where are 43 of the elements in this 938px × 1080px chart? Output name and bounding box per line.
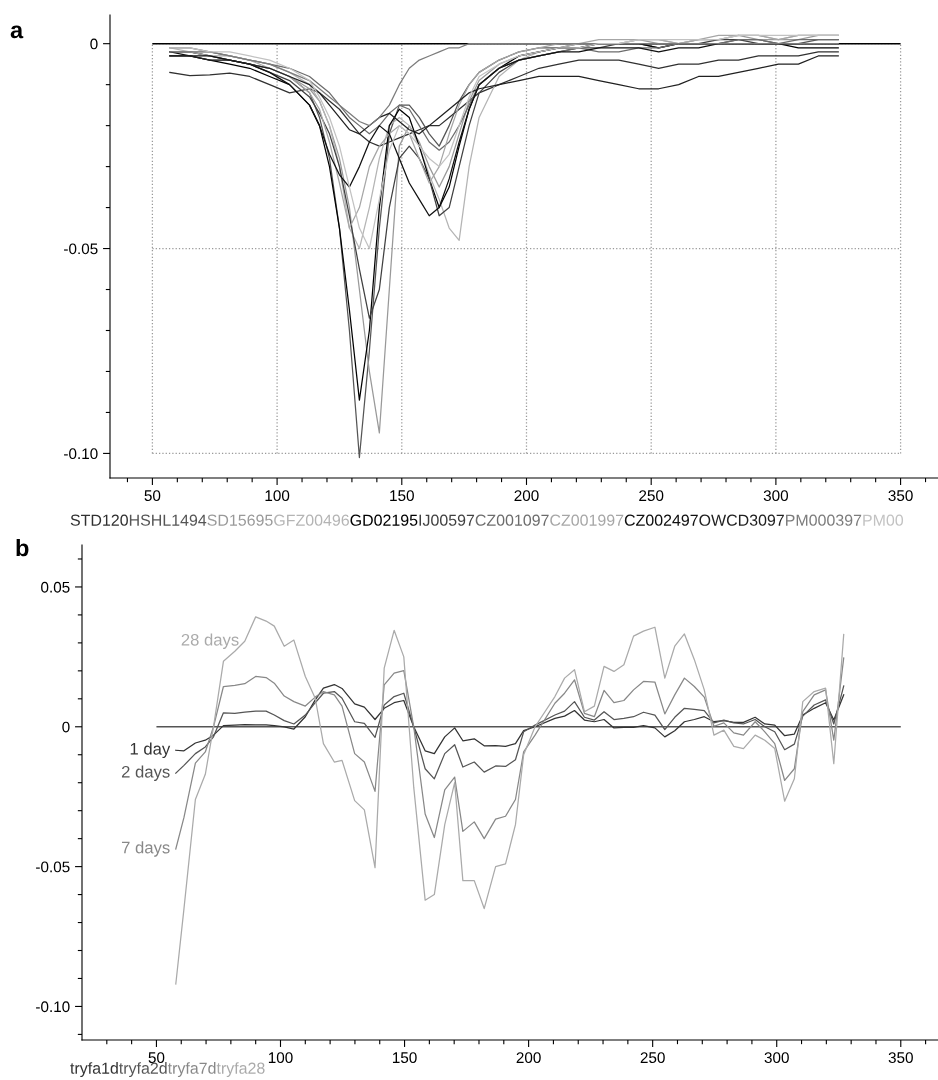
text: SD15695 bbox=[207, 514, 273, 526]
text: GD02195 bbox=[350, 514, 418, 526]
y-tick-label: -0.10 bbox=[36, 1001, 70, 1013]
x-tick-label: 150 bbox=[392, 1052, 417, 1064]
text: tryfa28 bbox=[216, 1062, 265, 1077]
text: tryfa2d bbox=[119, 1062, 167, 1077]
text: OWCD3097 bbox=[699, 514, 784, 526]
y-tick-label: -0.10 bbox=[64, 448, 98, 460]
text: GFZ00496 bbox=[274, 514, 349, 526]
x-tick-label: 150 bbox=[390, 490, 414, 502]
text: CZ001097 bbox=[475, 514, 549, 526]
y-tick-label: 0 bbox=[90, 38, 98, 50]
text: CZ001997 bbox=[550, 514, 624, 526]
x-tick-label: 300 bbox=[763, 490, 789, 502]
x-tick-label: 350 bbox=[888, 490, 913, 502]
x-tick-label: 250 bbox=[640, 1052, 665, 1064]
annotation: 28 days bbox=[181, 633, 239, 649]
text: PM000397 bbox=[786, 514, 862, 526]
text: tryfa7d bbox=[167, 1062, 216, 1077]
y-tick-label: 0 bbox=[62, 721, 70, 733]
text: tryfa1d bbox=[70, 1062, 118, 1077]
text: PM00 bbox=[863, 514, 904, 526]
text: STD120 bbox=[70, 514, 128, 526]
text: HSHL1494 bbox=[129, 514, 207, 526]
text: CZ002497 bbox=[624, 514, 698, 526]
annotation: 1 day bbox=[130, 742, 171, 759]
x-tick-label: 50 bbox=[148, 1052, 165, 1064]
text: IJ00597 bbox=[419, 514, 475, 526]
y-tick-label: -0.05 bbox=[64, 243, 98, 255]
x-tick-label: 250 bbox=[639, 490, 664, 502]
x-tick-label: 50 bbox=[144, 490, 161, 502]
annotation: 2 days bbox=[121, 765, 170, 781]
annotation: 7 days bbox=[121, 841, 170, 857]
y-tick-label: 0.05 bbox=[41, 581, 70, 593]
x-tick-label: 300 bbox=[764, 1052, 789, 1064]
x-tick-label: 350 bbox=[888, 1052, 913, 1064]
chart-title: a bbox=[10, 25, 24, 39]
y-tick-label: -0.05 bbox=[36, 861, 70, 873]
chart-title: b bbox=[16, 538, 29, 557]
x-tick-label: 100 bbox=[265, 490, 290, 502]
x-tick-label: 100 bbox=[268, 1052, 293, 1064]
x-tick-label: 200 bbox=[516, 1052, 541, 1064]
x-tick-label: 200 bbox=[514, 490, 539, 502]
